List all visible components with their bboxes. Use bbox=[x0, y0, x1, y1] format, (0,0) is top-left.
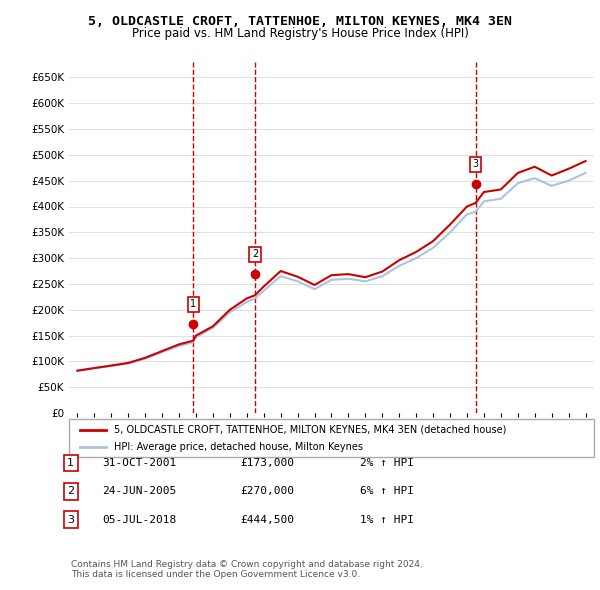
Text: 1: 1 bbox=[67, 458, 74, 468]
Text: £270,000: £270,000 bbox=[240, 487, 294, 496]
Text: 5, OLDCASTLE CROFT, TATTENHOE, MILTON KEYNES, MK4 3EN: 5, OLDCASTLE CROFT, TATTENHOE, MILTON KE… bbox=[88, 15, 512, 28]
Text: 6% ↑ HPI: 6% ↑ HPI bbox=[360, 487, 414, 496]
Text: Price paid vs. HM Land Registry's House Price Index (HPI): Price paid vs. HM Land Registry's House … bbox=[131, 27, 469, 40]
Text: 5, OLDCASTLE CROFT, TATTENHOE, MILTON KEYNES, MK4 3EN (detached house): 5, OLDCASTLE CROFT, TATTENHOE, MILTON KE… bbox=[113, 425, 506, 435]
Text: 31-OCT-2001: 31-OCT-2001 bbox=[102, 458, 176, 468]
Text: Contains HM Land Registry data © Crown copyright and database right 2024.
This d: Contains HM Land Registry data © Crown c… bbox=[71, 560, 422, 579]
FancyBboxPatch shape bbox=[69, 419, 594, 457]
Text: 3: 3 bbox=[67, 515, 74, 525]
Text: 1: 1 bbox=[190, 299, 196, 309]
Text: 2% ↑ HPI: 2% ↑ HPI bbox=[360, 458, 414, 468]
Text: £173,000: £173,000 bbox=[240, 458, 294, 468]
Text: 1% ↑ HPI: 1% ↑ HPI bbox=[360, 515, 414, 525]
Text: 05-JUL-2018: 05-JUL-2018 bbox=[102, 515, 176, 525]
Text: £444,500: £444,500 bbox=[240, 515, 294, 525]
Text: 2: 2 bbox=[67, 487, 74, 496]
Text: 24-JUN-2005: 24-JUN-2005 bbox=[102, 487, 176, 496]
Text: 2: 2 bbox=[252, 249, 258, 259]
Text: 3: 3 bbox=[473, 159, 479, 169]
Text: HPI: Average price, detached house, Milton Keynes: HPI: Average price, detached house, Milt… bbox=[113, 441, 362, 451]
